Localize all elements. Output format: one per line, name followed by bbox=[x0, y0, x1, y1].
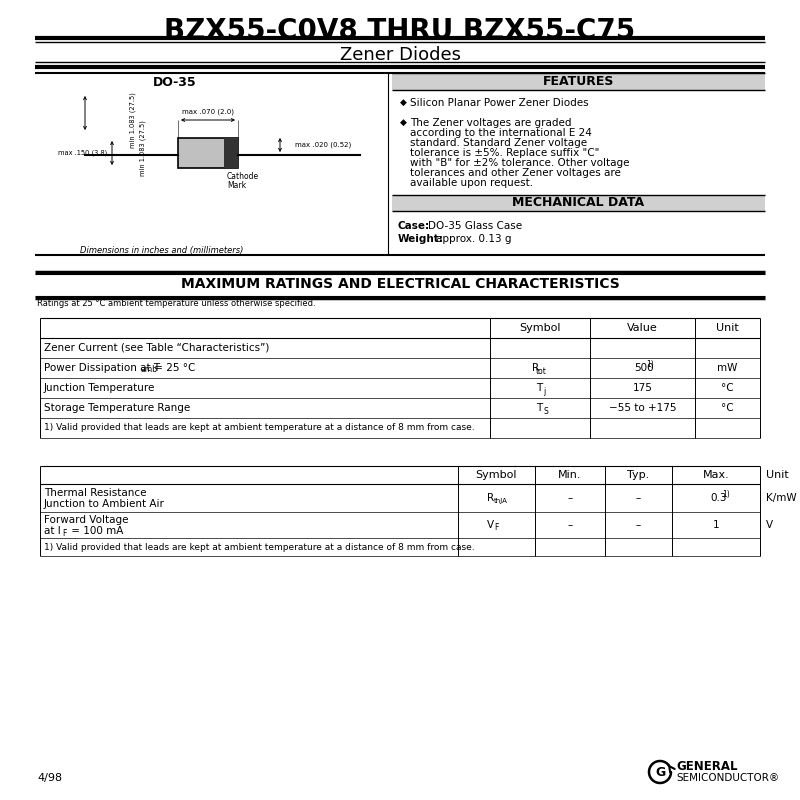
Text: Thermal Resistance: Thermal Resistance bbox=[44, 488, 146, 498]
Text: −55 to +175: −55 to +175 bbox=[609, 403, 676, 413]
Text: min 1.083 (27.5): min 1.083 (27.5) bbox=[130, 92, 136, 148]
Text: G: G bbox=[655, 766, 665, 778]
Text: 500: 500 bbox=[634, 363, 654, 373]
Text: Storage Temperature Range: Storage Temperature Range bbox=[44, 403, 190, 413]
Bar bbox=[392, 73, 765, 90]
Text: Forward Voltage: Forward Voltage bbox=[44, 515, 129, 525]
Text: mW: mW bbox=[718, 363, 738, 373]
Text: BZX55-C0V8 THRU BZX55-C75: BZX55-C0V8 THRU BZX55-C75 bbox=[164, 17, 636, 45]
Text: tolerances and other Zener voltages are: tolerances and other Zener voltages are bbox=[410, 168, 621, 178]
Text: at I: at I bbox=[44, 526, 61, 536]
Text: Symbol: Symbol bbox=[519, 323, 561, 333]
Text: 0.3: 0.3 bbox=[710, 493, 726, 503]
Text: MECHANICAL DATA: MECHANICAL DATA bbox=[513, 197, 645, 210]
Text: K/mW: K/mW bbox=[766, 493, 797, 503]
Text: Value: Value bbox=[627, 323, 658, 333]
Text: 1) Valid provided that leads are kept at ambient temperature at a distance of 8 : 1) Valid provided that leads are kept at… bbox=[44, 423, 474, 433]
Text: Typ.: Typ. bbox=[627, 470, 650, 480]
Text: Silicon Planar Power Zener Diodes: Silicon Planar Power Zener Diodes bbox=[410, 98, 589, 108]
Text: j: j bbox=[543, 386, 546, 395]
Text: T: T bbox=[536, 383, 542, 393]
Text: max .070 (2.0): max .070 (2.0) bbox=[182, 109, 234, 115]
Text: 1) Valid provided that leads are kept at ambient temperature at a distance of 8 : 1) Valid provided that leads are kept at… bbox=[44, 542, 474, 551]
Text: The Zener voltages are graded: The Zener voltages are graded bbox=[410, 118, 571, 128]
Text: with "B" for ±2% tolerance. Other voltage: with "B" for ±2% tolerance. Other voltag… bbox=[410, 158, 630, 168]
Text: –: – bbox=[567, 520, 573, 530]
Text: –: – bbox=[636, 493, 641, 503]
Text: ◆: ◆ bbox=[400, 118, 407, 127]
Text: DO-35 Glass Case: DO-35 Glass Case bbox=[428, 221, 522, 231]
Text: S: S bbox=[543, 406, 548, 415]
Text: FEATURES: FEATURES bbox=[543, 75, 614, 88]
Text: available upon request.: available upon request. bbox=[410, 178, 533, 188]
Text: MAXIMUM RATINGS AND ELECTRICAL CHARACTERISTICS: MAXIMUM RATINGS AND ELECTRICAL CHARACTER… bbox=[181, 277, 619, 291]
Text: Max.: Max. bbox=[702, 470, 730, 480]
Text: 4/98: 4/98 bbox=[37, 773, 62, 783]
Text: R: R bbox=[532, 363, 539, 373]
Text: max .150 (3.8): max .150 (3.8) bbox=[58, 150, 107, 156]
Bar bbox=[392, 195, 765, 211]
Text: V: V bbox=[766, 520, 773, 530]
Text: R: R bbox=[486, 493, 494, 503]
Text: standard. Standard Zener voltage: standard. Standard Zener voltage bbox=[410, 138, 587, 148]
Text: = 100 mA: = 100 mA bbox=[68, 526, 123, 536]
Text: –: – bbox=[567, 493, 573, 503]
Text: Zener Diodes: Zener Diodes bbox=[339, 46, 461, 64]
Text: Weight:: Weight: bbox=[398, 234, 444, 244]
Bar bbox=[224, 138, 238, 168]
Text: thJA: thJA bbox=[494, 498, 507, 504]
Text: Symbol: Symbol bbox=[476, 470, 518, 480]
Text: SEMICONDUCTOR®: SEMICONDUCTOR® bbox=[676, 773, 779, 783]
Text: tot: tot bbox=[536, 366, 547, 375]
Text: approx. 0.13 g: approx. 0.13 g bbox=[436, 234, 511, 244]
Text: °C: °C bbox=[721, 383, 734, 393]
Text: T: T bbox=[536, 403, 542, 413]
Text: Unit: Unit bbox=[766, 470, 789, 480]
Text: 175: 175 bbox=[633, 383, 653, 393]
Text: min 1.083 (27.5): min 1.083 (27.5) bbox=[140, 120, 146, 176]
Text: ◆: ◆ bbox=[400, 98, 407, 107]
Text: °C: °C bbox=[721, 403, 734, 413]
Text: V: V bbox=[486, 520, 494, 530]
Text: Min.: Min. bbox=[558, 470, 582, 480]
Text: Case:: Case: bbox=[398, 221, 430, 231]
Text: Zener Current (see Table “Characteristics”): Zener Current (see Table “Characteristic… bbox=[44, 343, 270, 353]
Text: Unit: Unit bbox=[716, 323, 739, 333]
Text: Mark: Mark bbox=[227, 181, 246, 190]
Text: amb: amb bbox=[141, 366, 158, 374]
Text: GENERAL: GENERAL bbox=[676, 759, 738, 773]
Text: tolerance is ±5%. Replace suffix "C": tolerance is ±5%. Replace suffix "C" bbox=[410, 148, 599, 158]
Text: DO-35: DO-35 bbox=[153, 75, 197, 89]
Text: Junction to Ambient Air: Junction to Ambient Air bbox=[44, 499, 165, 509]
Text: 1): 1) bbox=[722, 490, 730, 498]
Text: Ratings at 25 °C ambient temperature unless otherwise specified.: Ratings at 25 °C ambient temperature unl… bbox=[37, 299, 316, 309]
Text: 1: 1 bbox=[713, 520, 719, 530]
Text: Junction Temperature: Junction Temperature bbox=[44, 383, 155, 393]
Text: Dimensions in inches and (millimeters): Dimensions in inches and (millimeters) bbox=[80, 246, 243, 254]
Bar bbox=[178, 138, 238, 168]
Text: according to the international E 24: according to the international E 24 bbox=[410, 128, 592, 138]
Text: Cathode: Cathode bbox=[227, 172, 259, 181]
Text: F: F bbox=[62, 530, 66, 538]
Text: –: – bbox=[636, 520, 641, 530]
Text: 1): 1) bbox=[646, 359, 654, 369]
Text: Power Dissipation at T: Power Dissipation at T bbox=[44, 363, 160, 373]
Text: max .020 (0.52): max .020 (0.52) bbox=[295, 142, 351, 148]
Text: = 25 °C: = 25 °C bbox=[150, 363, 195, 373]
Text: F: F bbox=[494, 523, 499, 533]
